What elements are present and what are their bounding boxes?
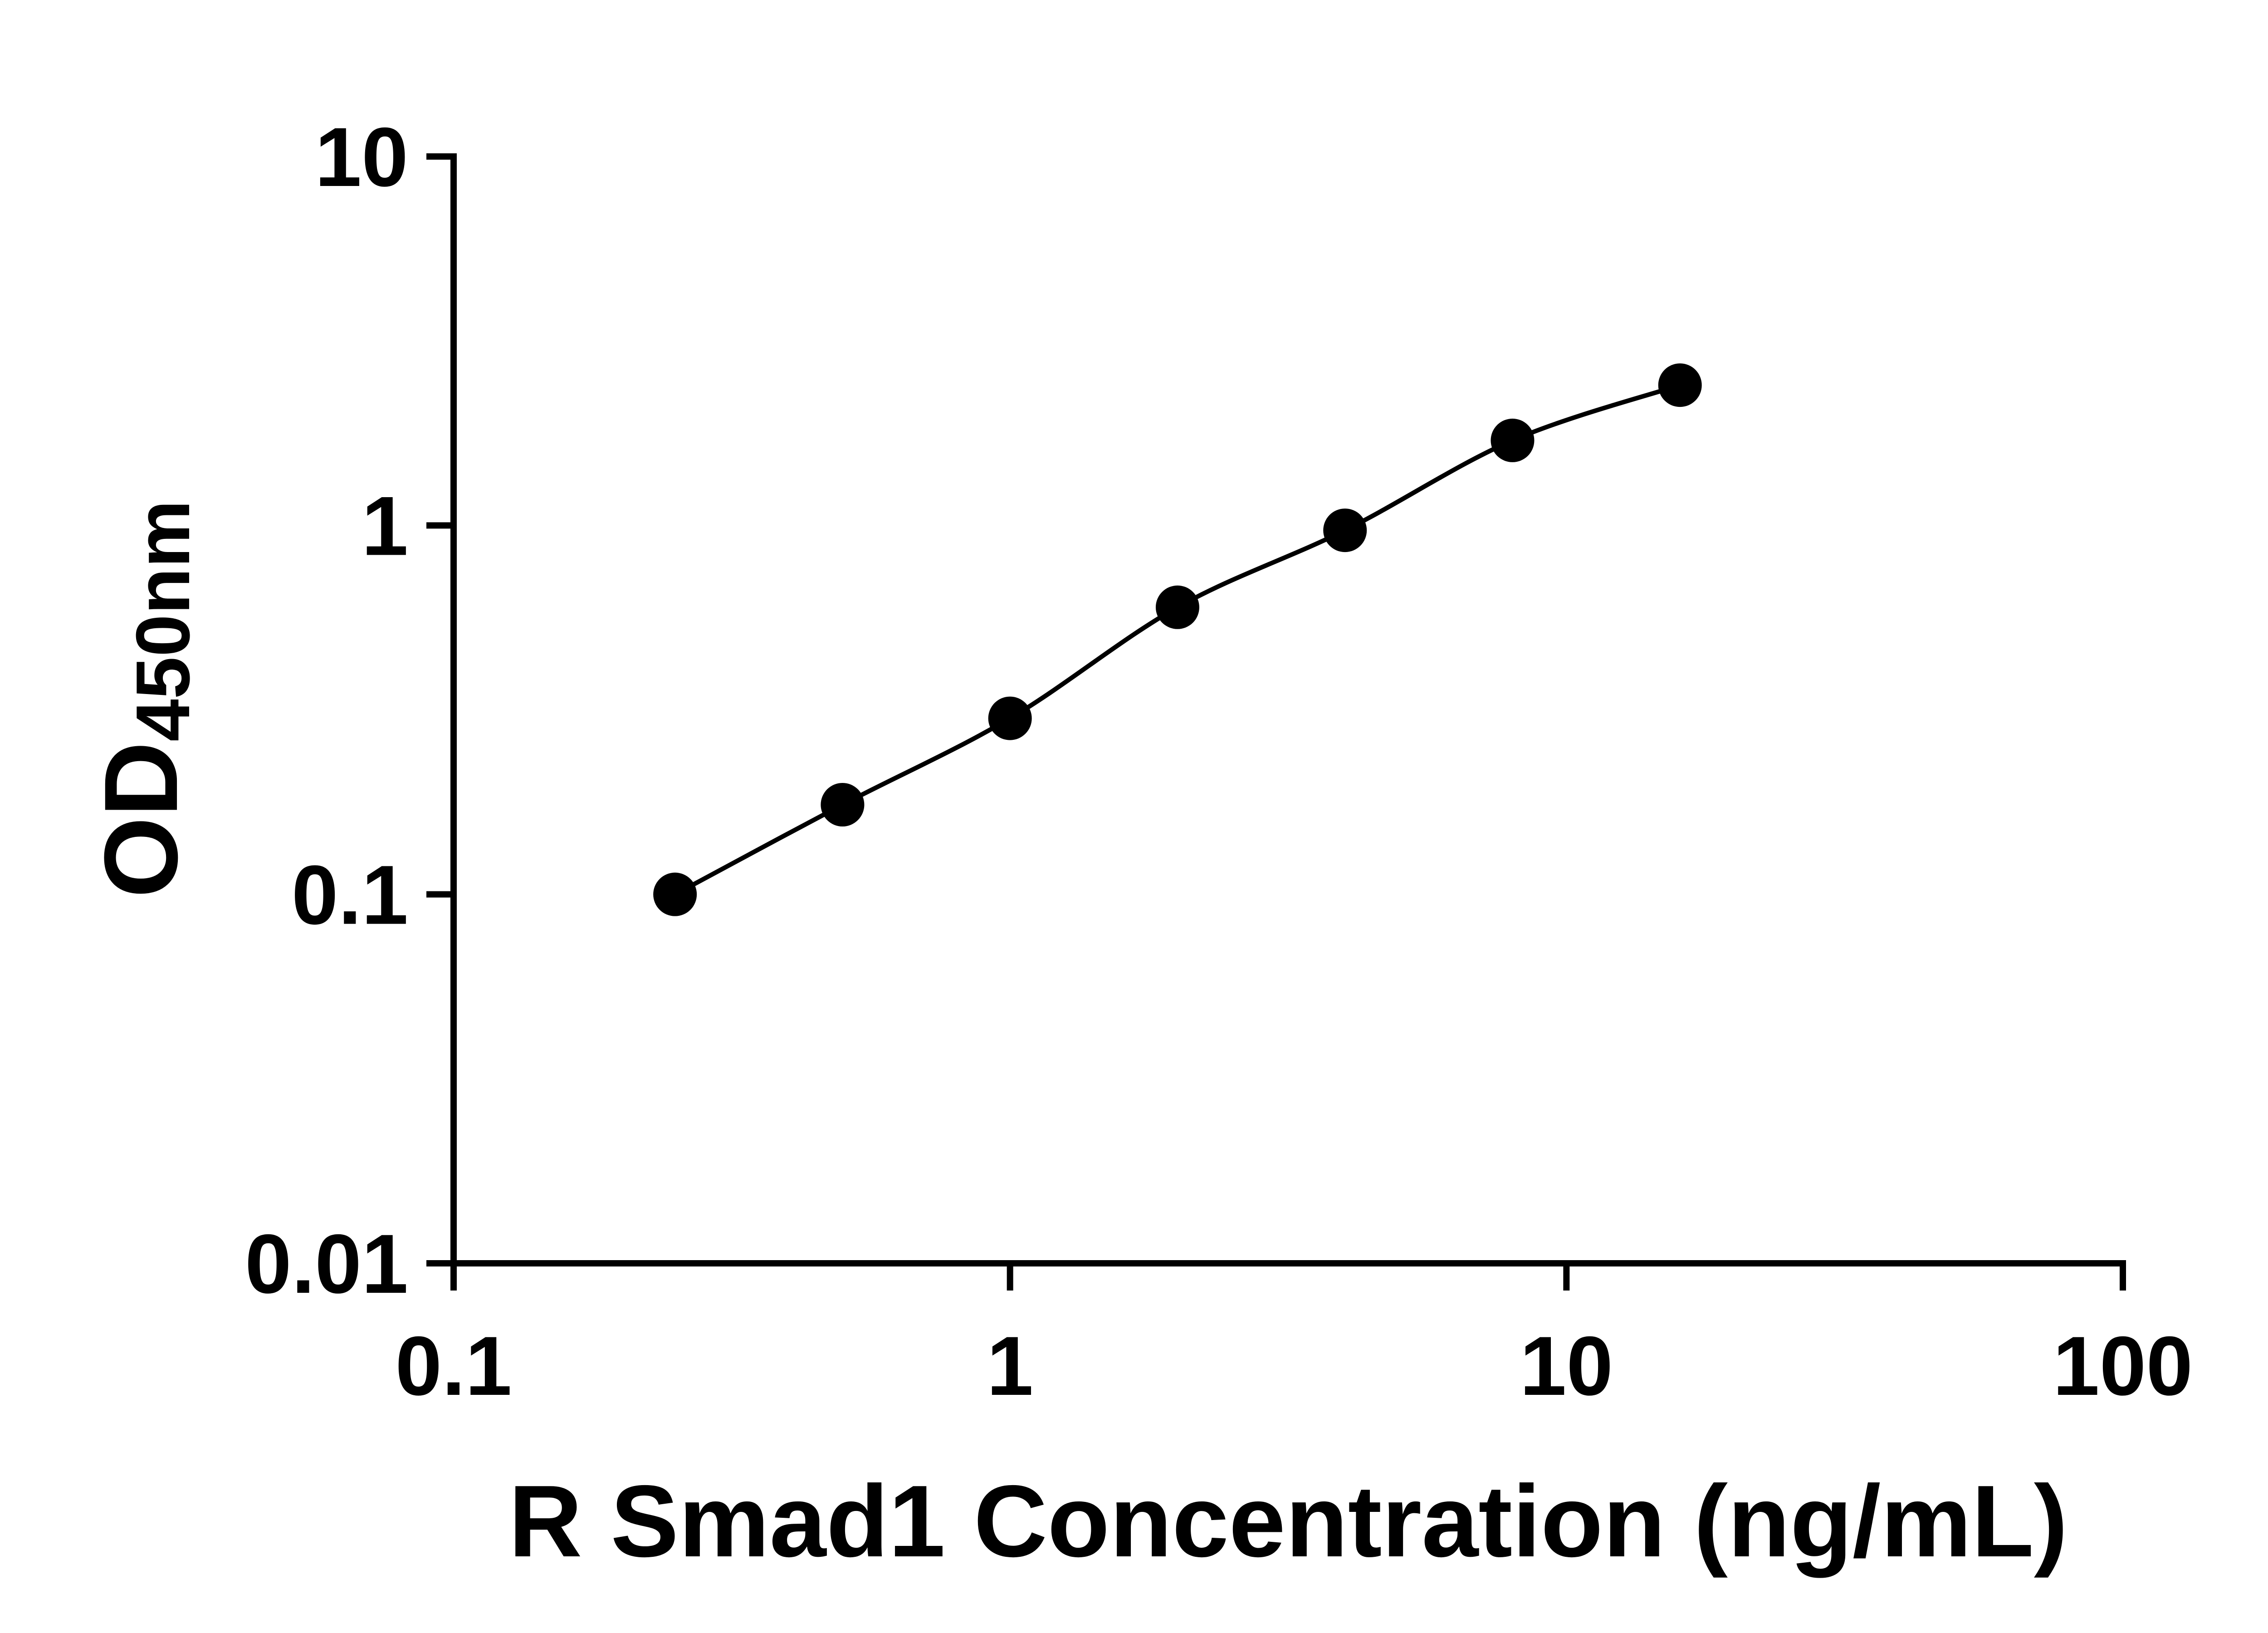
data-point [821,782,865,826]
y-tick-label: 0.01 [245,1217,408,1311]
x-tick-label: 10 [1520,1320,1613,1413]
y-axis-title: OD450nm [81,500,207,898]
data-point [653,872,697,916]
y-axis-title-main: OD [83,741,200,898]
data-point [1155,585,1199,629]
axis-lines [450,153,2126,1266]
x-axis-title: R Smad1 Concentration (ng/mL) [508,1464,2068,1578]
data-point [988,696,1032,740]
y-tick-label: 10 [315,111,408,204]
data-point [1658,363,1702,407]
data-point [1323,508,1367,552]
x-tick-label: 100 [2053,1320,2193,1413]
y-tick-label: 0.1 [292,849,408,942]
x-tick-label: 0.1 [395,1320,512,1413]
data-point [1491,418,1535,462]
y-tick-label: 1 [362,479,408,573]
y-axis-title-subscript: 450nm [120,500,205,742]
x-tick-label: 1 [987,1320,1033,1413]
